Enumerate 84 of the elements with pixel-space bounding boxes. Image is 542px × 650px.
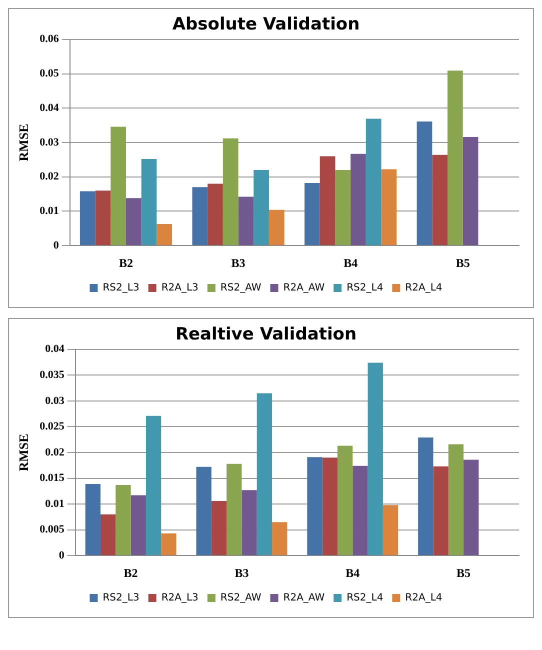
bar	[416, 122, 432, 246]
bar	[192, 187, 208, 246]
bar	[352, 466, 368, 556]
bar	[462, 137, 478, 246]
bar	[304, 183, 320, 246]
bar	[242, 490, 257, 556]
legend-label: RS2_L4	[346, 282, 384, 294]
bar	[322, 458, 338, 556]
bar	[208, 184, 223, 246]
bar	[337, 446, 353, 556]
y-tick-label: 0.02	[40, 170, 60, 183]
bar	[126, 198, 142, 246]
bar	[448, 444, 464, 556]
bar	[350, 154, 366, 246]
legend-label: RS2_AW	[220, 592, 262, 604]
x-tick-label: B3	[231, 256, 246, 270]
bar	[433, 466, 448, 556]
y-tick-label: 0.04	[45, 343, 65, 356]
bar	[222, 138, 238, 246]
y-tick-label: 0	[58, 549, 65, 562]
y-tick-label: 0	[53, 239, 60, 252]
bar	[418, 438, 434, 556]
bar	[366, 118, 382, 246]
y-tick-label: 0.015	[40, 472, 65, 484]
bar	[110, 126, 126, 246]
legend-label: R2A_AW	[283, 592, 325, 604]
legend-label: R2A_L4	[405, 282, 442, 294]
y-axis-title: RMSE	[16, 434, 32, 472]
x-tick-label: B5	[456, 256, 470, 270]
bar	[368, 362, 383, 556]
bar	[256, 393, 272, 556]
bar	[382, 505, 398, 556]
x-tick-label: B3	[234, 566, 249, 580]
x-tick-label: B4	[346, 566, 360, 580]
bar	[320, 156, 336, 246]
bar	[272, 522, 288, 556]
legend-label: R2A_AW	[283, 282, 325, 294]
bar	[307, 457, 322, 556]
x-tick-label: B2	[118, 256, 133, 270]
x-tick-label: B5	[456, 566, 471, 580]
bar	[448, 70, 463, 246]
legend-label: R2A_L3	[161, 282, 198, 294]
x-tick-label: B4	[344, 256, 358, 270]
legend-label: RS2_AW	[220, 282, 262, 294]
bar	[161, 533, 176, 556]
chart-title: Absolute Validation	[172, 14, 360, 35]
y-tick-label: 0.035	[40, 369, 65, 382]
y-tick-label: 0.03	[40, 136, 60, 148]
legend-label: RS2_L3	[102, 592, 140, 604]
y-tick-label: 0.06	[40, 33, 60, 46]
y-tick-label: 0.025	[40, 420, 65, 433]
bar	[85, 484, 100, 556]
bar	[80, 191, 96, 246]
x-tick-label: B2	[124, 566, 138, 580]
bar	[226, 464, 242, 556]
bar	[268, 210, 284, 246]
legend-label: R2A_L3	[161, 592, 198, 604]
bar	[381, 169, 397, 246]
bar	[432, 154, 448, 246]
y-tick-label: 0.03	[45, 394, 65, 407]
bar	[196, 466, 212, 556]
bar	[141, 158, 157, 246]
legend-label: RS2_L3	[102, 282, 140, 294]
bar	[464, 460, 479, 556]
y-tick-label: 0.04	[40, 102, 60, 114]
y-tick-label: 0.01	[40, 205, 59, 218]
bar	[116, 484, 131, 556]
bar	[156, 224, 172, 246]
bar	[254, 170, 269, 246]
y-tick-label: 0.005	[40, 524, 65, 536]
bar	[211, 500, 227, 556]
legend-label: RS2_L4	[346, 592, 384, 604]
y-axis-title: RMSE	[16, 124, 32, 162]
bar	[130, 495, 146, 556]
legend-label: R2A_L4	[405, 592, 442, 604]
y-tick-label: 0.05	[40, 68, 60, 80]
bar	[335, 170, 351, 246]
y-tick-label: 0.01	[45, 498, 64, 510]
bar	[100, 514, 116, 556]
chart-title: Realtive Validation	[175, 324, 357, 345]
bar	[238, 196, 254, 246]
y-tick-label: 0.02	[45, 446, 65, 458]
bar	[146, 416, 162, 556]
bar	[95, 190, 111, 246]
